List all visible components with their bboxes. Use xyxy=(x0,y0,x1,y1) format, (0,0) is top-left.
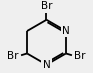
Text: N: N xyxy=(62,26,70,36)
Text: Br: Br xyxy=(7,51,19,61)
Text: Br: Br xyxy=(41,1,52,11)
Text: N: N xyxy=(43,60,50,70)
Text: Br: Br xyxy=(74,51,86,61)
